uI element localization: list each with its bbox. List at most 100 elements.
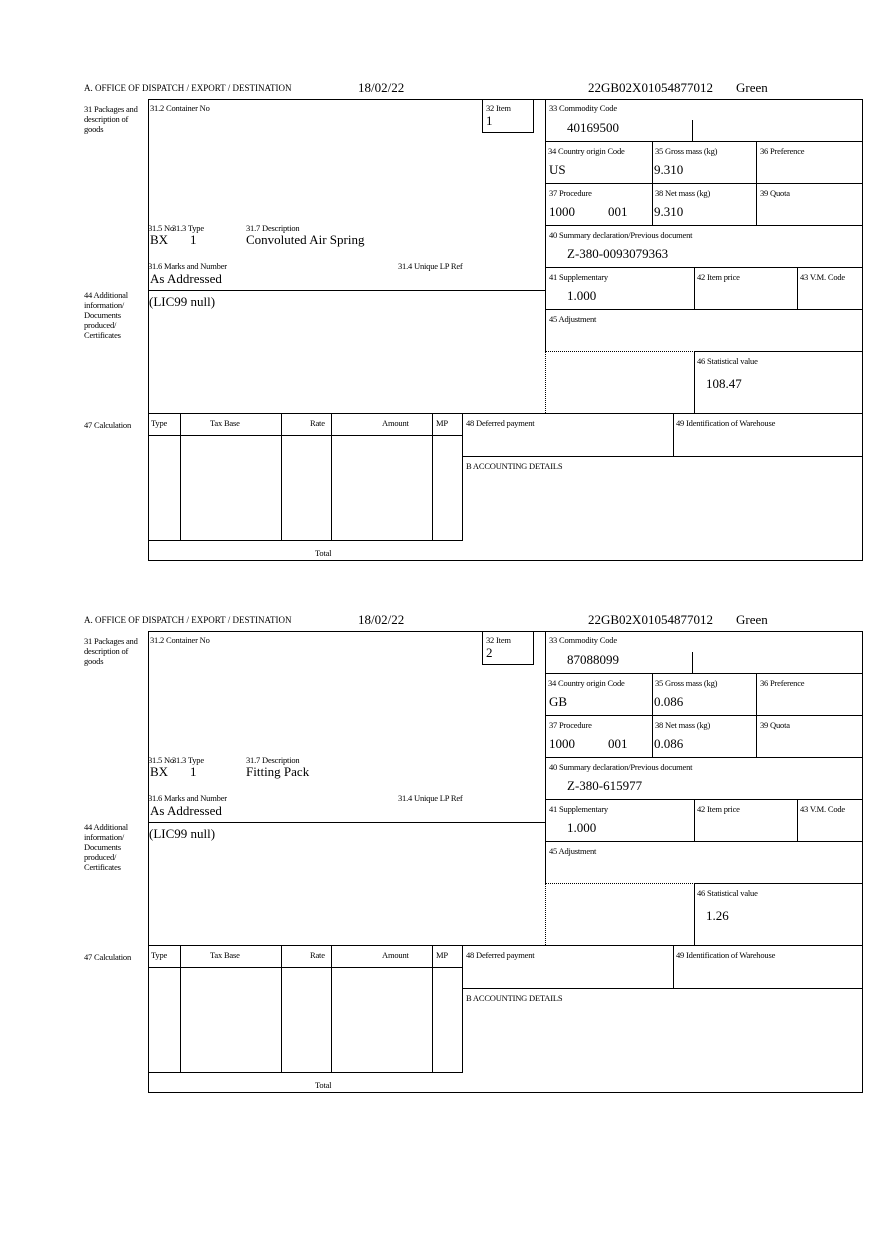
summary-decl-label: 40 Summary declaration/Previous document [549,762,693,772]
dotted-divider [545,351,695,352]
quota-label: 39 Quota [760,720,790,730]
quota-label: 39 Quota [760,188,790,198]
divider [545,841,863,842]
divider [432,413,433,540]
calc-col-type: Type [151,950,168,960]
declaration-reference: 22GB02X01054877012 [588,612,713,627]
commodity-code: 87088099 [567,652,619,667]
statistical-value: 1.26 [706,908,729,923]
route-status: Green [736,80,768,95]
divider [545,183,863,184]
additional-info: (LIC99 null) [149,294,216,309]
procedure-label: 37 Procedure [549,720,592,730]
accounting-label: B ACCOUNTING DETAILS [466,461,563,471]
calc-total-label: Total [315,548,332,558]
divider [281,413,282,540]
pkg-type-label: 31.3 Type [172,755,204,765]
calc-col-mp: MP [436,950,448,960]
divider [281,945,282,1072]
divider [756,673,757,757]
divider [545,715,863,716]
divider [545,225,863,226]
dotted-divider [545,883,695,884]
divider [462,456,863,457]
dotted-divider [545,883,546,945]
summary-decl: Z-380-615977 [567,778,643,793]
preference-label: 36 Preference [760,678,805,688]
divider [331,945,332,1072]
commodity-code-label: 33 Commodity Code [549,103,617,113]
procedure-code: 1000 [549,204,575,219]
declaration-item-1: A. OFFICE OF DISPATCH / EXPORT / DESTINA… [0,80,882,580]
commodity-code: 40169500 [567,120,619,135]
supplementary-label: 41 Supplementary [549,272,608,282]
deferred-payment-label: 48 Deferred payment [466,950,535,960]
divider [545,799,863,800]
date: 18/02/22 [358,80,405,95]
item-label: 32 Item [486,635,511,645]
divider [148,290,546,291]
route-status: Green [736,612,768,627]
pkg-desc: Fitting Pack [246,764,310,779]
divider [148,413,863,414]
supplementary: 1.000 [567,820,597,835]
pkg-type-label: 31.3 Type [172,223,204,233]
supplementary-label: 41 Supplementary [549,804,608,814]
box47-label: 47 Calculation [84,420,132,430]
divider [673,945,674,988]
accounting-label: B ACCOUNTING DETAILS [466,993,563,1003]
item-number: 1 [486,113,493,128]
divider [462,413,463,540]
warehouse-label: 49 Identification of Warehouse [676,418,776,428]
pkg-no-label: 31.5 No [148,755,174,765]
unique-lp-label: 31.4 Unique LP Ref [398,261,463,271]
divider [545,267,863,268]
divider [148,540,463,541]
divider [694,267,695,309]
divider [148,945,863,946]
pkg-desc-label: 31.7 Description [246,223,300,233]
divider [692,652,693,673]
form-box [482,631,534,665]
summary-decl: Z-380-0093079363 [567,246,669,261]
net-mass-label: 38 Net mass (kg) [655,188,711,198]
commodity-code-label: 33 Commodity Code [549,635,617,645]
form-box [482,99,534,133]
additional-info: (LIC99 null) [149,826,216,841]
calc-col-amount: Amount [382,950,409,960]
divider [756,141,757,225]
item-number: 2 [486,645,493,660]
marks-label: 31.6 Marks and Number [148,793,227,803]
country-origin: GB [549,694,568,709]
box31-label: 31 Packages and description of goods [84,636,138,666]
pkg-type: 1 [190,232,197,247]
divider [652,141,653,225]
divider [148,967,463,968]
net-mass-label: 38 Net mass (kg) [655,720,711,730]
box44-label: 44 Additional information/ Documents pro… [84,822,128,872]
warehouse-label: 49 Identification of Warehouse [676,950,776,960]
statistical-value: 108.47 [706,376,742,391]
calc-col-mp: MP [436,418,448,428]
adjustment-label: 45 Adjustment [549,314,597,324]
pkg-no-label: 31.5 No [148,223,174,233]
divider [148,1072,463,1073]
vm-code-label: 43 V.M. Code [800,272,845,282]
calc-col-rate: Rate [310,418,325,428]
divider [545,141,863,142]
container-no-label: 31.2 Container No [150,103,210,113]
divider [462,988,863,989]
preference-label: 36 Preference [760,146,805,156]
divider [694,351,863,352]
pkg-desc: Convoluted Air Spring [246,232,365,247]
pkg-no: BX [150,232,169,247]
office-label: A. OFFICE OF DISPATCH / EXPORT / DESTINA… [84,83,292,93]
divider [432,945,433,1072]
divider [331,413,332,540]
divider [694,799,695,841]
dotted-divider [545,351,546,413]
country-origin-label: 34 Country origin Code [548,678,625,688]
divider [673,413,674,456]
gross-mass: 0.086 [654,694,684,709]
office-label: A. OFFICE OF DISPATCH / EXPORT / DESTINA… [84,615,292,625]
